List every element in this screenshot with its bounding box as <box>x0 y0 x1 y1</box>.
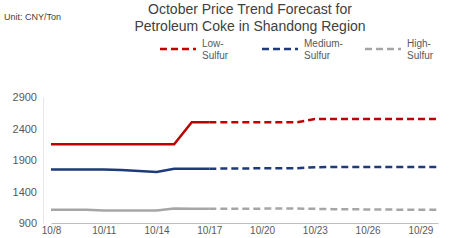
forecast-line <box>209 167 438 169</box>
forecast-line <box>209 119 438 122</box>
legend: Low-SulfurMedium-SulfurHigh-Sulfur <box>160 38 434 61</box>
legend-label-line: High- <box>407 38 431 49</box>
title: October Price Trend Forecast forPetroleu… <box>134 1 365 34</box>
legend-item: High-Sulfur <box>365 38 434 61</box>
x-tick: 10/23 <box>303 223 328 236</box>
x-tick-label: 10/29 <box>408 225 433 236</box>
x-tick-label: 10/17 <box>197 225 222 236</box>
y-tick: 1900 <box>13 154 43 166</box>
series-line <box>51 122 209 144</box>
y-tick: 900 <box>19 217 43 229</box>
legend-label: Low-Sulfur <box>202 38 229 61</box>
legend-swatch <box>262 48 298 51</box>
legend-item: Low-Sulfur <box>160 38 229 61</box>
x-tick-label: 10/26 <box>356 225 381 236</box>
x-tick-label: 10/23 <box>303 225 328 236</box>
x-tick: 10/26 <box>356 223 381 236</box>
legend-label-line: Sulfur <box>304 50 331 61</box>
y-tick-label: 1400 <box>13 186 37 198</box>
legend-label-line: Low- <box>202 38 224 49</box>
legend-item: Medium-Sulfur <box>262 38 343 61</box>
series-line <box>51 209 209 211</box>
x-tick-label: 10/11 <box>92 225 117 236</box>
y-tick-label: 900 <box>19 217 37 229</box>
forecast-line <box>209 209 438 210</box>
y-tick-label: 2400 <box>13 123 37 135</box>
x-tick: 10/11 <box>92 223 117 236</box>
x-tick: 10/17 <box>197 223 222 236</box>
series-line <box>51 169 209 172</box>
chart: October Price Trend Forecast forPetroleu… <box>0 0 450 238</box>
legend-swatch <box>160 48 196 51</box>
y-tick: 2900 <box>13 91 43 103</box>
y-tick-label: 2900 <box>13 91 37 103</box>
x-axis-line <box>52 223 439 224</box>
x-tick-label: 10/20 <box>250 225 275 236</box>
x-tick-label: 10/8 <box>42 225 62 236</box>
legend-label-line: Sulfur <box>202 50 229 61</box>
y-tick-label: 1900 <box>13 154 37 166</box>
x-tick-label: 10/14 <box>145 225 170 236</box>
legend-label-line: Sulfur <box>407 50 434 61</box>
legend-swatch <box>365 48 401 51</box>
y-tick: 2400 <box>13 123 43 135</box>
plot-area <box>51 119 438 210</box>
legend-label-line: Medium- <box>304 38 343 49</box>
y-tick: 1400 <box>13 186 43 198</box>
y-axis-line <box>43 98 44 224</box>
x-tick: 10/29 <box>408 223 433 236</box>
title-line: October Price Trend Forecast for <box>148 1 352 17</box>
x-tick: 10/8 <box>42 223 62 236</box>
y-axis: 900 1400 1900 2400 2900 <box>13 91 44 229</box>
x-tick: 10/14 <box>145 223 170 236</box>
legend-label: Medium-Sulfur <box>304 38 343 61</box>
title-line: Petroleum Coke in Shandong Region <box>134 18 365 34</box>
x-tick: 10/20 <box>250 223 275 236</box>
legend-label: High-Sulfur <box>407 38 434 61</box>
y-axis-label: Unit: CNY/Ton <box>4 12 61 22</box>
x-axis: 10/8 10/11 10/14 10/17 10/20 10/23 10/26 10/29 <box>42 223 439 236</box>
